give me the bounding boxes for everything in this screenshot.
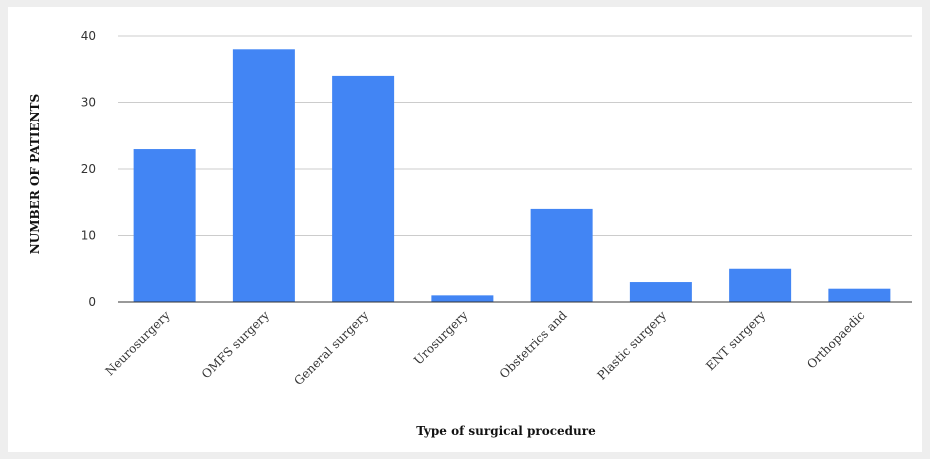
bar [828, 288, 891, 302]
y-tick-label: 30 [81, 96, 96, 110]
bar [232, 49, 295, 302]
bar [629, 282, 692, 302]
y-tick-label: 40 [81, 29, 96, 43]
x-tick-label: Obstetrics and [497, 308, 570, 381]
chart-panel: 0 10 20 30 40 Neurosurgery OMFS surgery Genera… [8, 7, 922, 452]
bar [431, 295, 494, 302]
bar [530, 208, 593, 302]
bar [133, 149, 196, 302]
bars [133, 49, 891, 303]
y-tick-label: 20 [81, 162, 96, 176]
y-tick-label: 0 [88, 295, 96, 309]
y-tick-labels: 0 10 20 30 40 [81, 29, 96, 309]
x-axis-title: Type of surgical procedure [416, 424, 596, 438]
bar [332, 75, 395, 303]
y-tick-label: 10 [81, 229, 96, 243]
x-tick-label: General surgery [291, 308, 371, 388]
x-tick-labels: Neurosurgery OMFS surgery General surgery U… [103, 308, 868, 388]
x-tick-label: OMFS surgery [199, 308, 272, 381]
y-axis-title: NUMBER OF PATIENTS [28, 94, 42, 254]
x-tick-label: Neurosurgery [103, 308, 173, 378]
bar-chart: 0 10 20 30 40 Neurosurgery OMFS surgery Genera… [28, 29, 912, 438]
x-tick-label: Orthopaedic [804, 308, 868, 372]
x-tick-label: Plastic surgery [595, 308, 670, 383]
x-tick-label: ENT surgery [703, 308, 768, 373]
bar [729, 268, 792, 302]
x-tick-label: Urosurgery [411, 308, 471, 368]
